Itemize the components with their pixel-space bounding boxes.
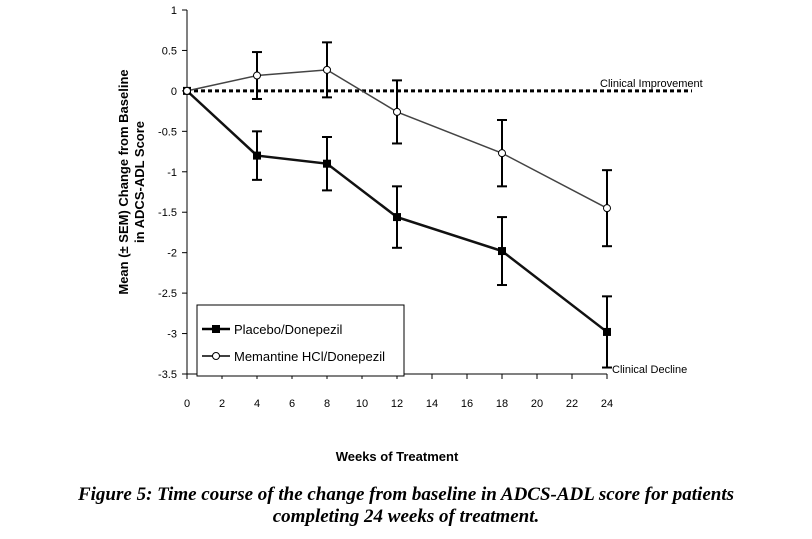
x-tick-label: 4 (254, 398, 260, 410)
data-point (253, 151, 261, 160)
x-tick-label: 2 (219, 398, 225, 410)
caption-line-2: completing 24 weeks of treatment. (272, 506, 540, 527)
y-tick-label: -1 (167, 167, 177, 179)
data-point (393, 213, 401, 222)
y-tick-label: 0.5 (162, 45, 177, 57)
y-tick-label: -2 (167, 248, 177, 260)
data-point (603, 327, 611, 336)
series-line (186, 69, 608, 209)
legend-swatch-marker (212, 325, 220, 333)
data-point (323, 65, 331, 74)
data-point (183, 86, 191, 95)
x-tick-label: 22 (566, 398, 578, 410)
x-tick-label: 14 (426, 398, 438, 410)
y-tick-label: -3.5 (158, 369, 177, 381)
series-memantine-donepezil (183, 41, 612, 248)
legend-box (196, 304, 405, 377)
legend-label: Memantine HCl/Donepezil (234, 349, 385, 364)
x-tick-label: 20 (531, 398, 543, 410)
y-tick-label: -3 (167, 329, 177, 341)
x-tick-label: 16 (461, 398, 473, 410)
x-tick-label: 8 (324, 398, 330, 410)
x-tick-label: 24 (601, 398, 613, 410)
data-point (393, 107, 401, 116)
legend-item-placebo-donepezil: Placebo/Donepezil (202, 322, 343, 337)
legend-item-memantine-donepezil: Memantine HCl/Donepezil (202, 349, 385, 364)
x-tick-label: 12 (391, 398, 403, 410)
x-tick-label: 0 (184, 398, 190, 410)
series-line (186, 89, 608, 333)
series-placebo-donepezil (183, 86, 612, 369)
x-tick-label: 10 (356, 398, 368, 410)
annotation-clinical-decline: Clinical Decline (612, 364, 687, 376)
data-point (498, 247, 506, 256)
caption-line-1: Figure 5: Time course of the change from… (77, 484, 735, 505)
annotation-clinical-improvement: Clinical Improvement (600, 78, 703, 90)
legend-label: Placebo/Donepezil (234, 322, 343, 337)
figure-caption: Figure 5: Time course of the change from… (0, 484, 812, 528)
x-tick-label: 18 (496, 398, 508, 410)
x-tick-label: 6 (289, 398, 295, 410)
data-point (498, 149, 506, 158)
y-tick-label: 0 (171, 86, 177, 98)
line-chart: 10.50-0.5-1-1.5-2-2.5-3-3.50 2 4 6 8 10 12 14 16… (116, 5, 703, 464)
data-point (323, 159, 331, 168)
x-axis-label: Weeks of Treatment (336, 449, 459, 464)
y-tick-label: -2.5 (158, 288, 177, 300)
y-axis-label-line-2: in ADCS-ADL Score (132, 121, 147, 243)
data-point (253, 71, 261, 80)
data-point (603, 204, 611, 213)
y-axis-label: Mean (± SEM) Change from Baselinein ADCS… (116, 69, 147, 294)
y-tick-label: 1 (171, 5, 177, 17)
legend-swatch-marker (212, 352, 220, 360)
y-axis-label-line-1: Mean (± SEM) Change from Baseline (116, 69, 131, 294)
y-tick-label: -1.5 (158, 207, 177, 219)
y-tick-label: -0.5 (158, 126, 177, 138)
